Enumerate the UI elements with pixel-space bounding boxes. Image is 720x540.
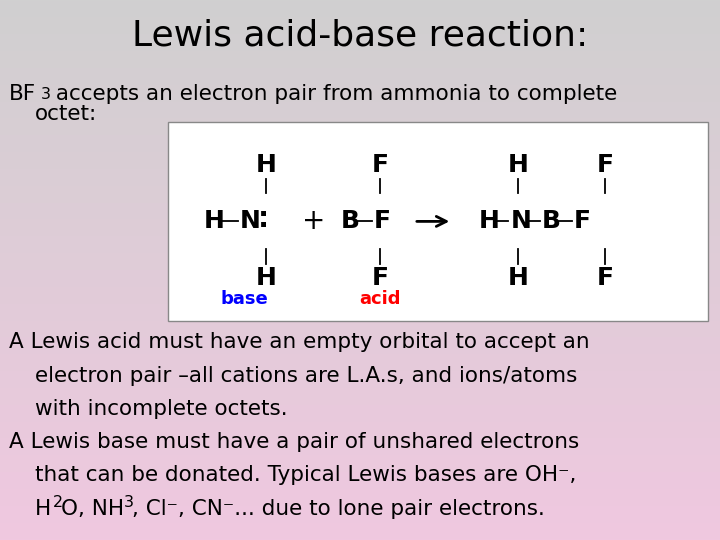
Text: F: F: [574, 210, 591, 233]
Text: , Cl⁻, CN⁻... due to lone pair electrons.: , Cl⁻, CN⁻... due to lone pair electrons…: [132, 499, 544, 519]
Text: base: base: [221, 290, 269, 308]
Text: A Lewis base must have a pair of unshared electrons: A Lewis base must have a pair of unshare…: [9, 432, 579, 452]
Text: Lewis acid-base reaction:: Lewis acid-base reaction:: [132, 19, 588, 53]
Text: H: H: [508, 266, 528, 290]
Text: H: H: [479, 210, 500, 233]
Text: F: F: [374, 210, 391, 233]
Text: H: H: [256, 153, 276, 177]
Text: F: F: [372, 266, 389, 290]
Text: 3: 3: [41, 87, 51, 103]
Text: with incomplete octets.: with incomplete octets.: [35, 399, 287, 419]
Text: 3: 3: [124, 495, 134, 510]
FancyBboxPatch shape: [168, 122, 708, 321]
Text: H: H: [508, 153, 528, 177]
Text: 2: 2: [53, 495, 63, 510]
Text: H: H: [35, 499, 51, 519]
Text: +: +: [302, 207, 325, 235]
Text: electron pair –all cations are L.A.s, and ions/atoms: electron pair –all cations are L.A.s, an…: [35, 366, 577, 386]
Text: :: :: [258, 205, 269, 233]
Text: A Lewis acid must have an empty orbital to accept an: A Lewis acid must have an empty orbital …: [9, 332, 589, 352]
Text: accepts an electron pair from ammonia to complete: accepts an electron pair from ammonia to…: [49, 84, 617, 104]
Text: octet:: octet:: [35, 104, 96, 124]
Text: H: H: [204, 210, 225, 233]
Text: acid: acid: [359, 290, 401, 308]
Text: H: H: [256, 266, 276, 290]
Text: F: F: [596, 266, 613, 290]
Text: B: B: [542, 210, 561, 233]
Text: O, NH: O, NH: [61, 499, 125, 519]
Text: N: N: [510, 210, 531, 233]
Text: F: F: [372, 153, 389, 177]
Text: N: N: [240, 210, 261, 233]
Text: B: B: [341, 210, 359, 233]
Text: BF: BF: [9, 84, 36, 104]
Text: that can be donated. Typical Lewis bases are OH⁻,: that can be donated. Typical Lewis bases…: [35, 465, 576, 485]
Text: F: F: [596, 153, 613, 177]
